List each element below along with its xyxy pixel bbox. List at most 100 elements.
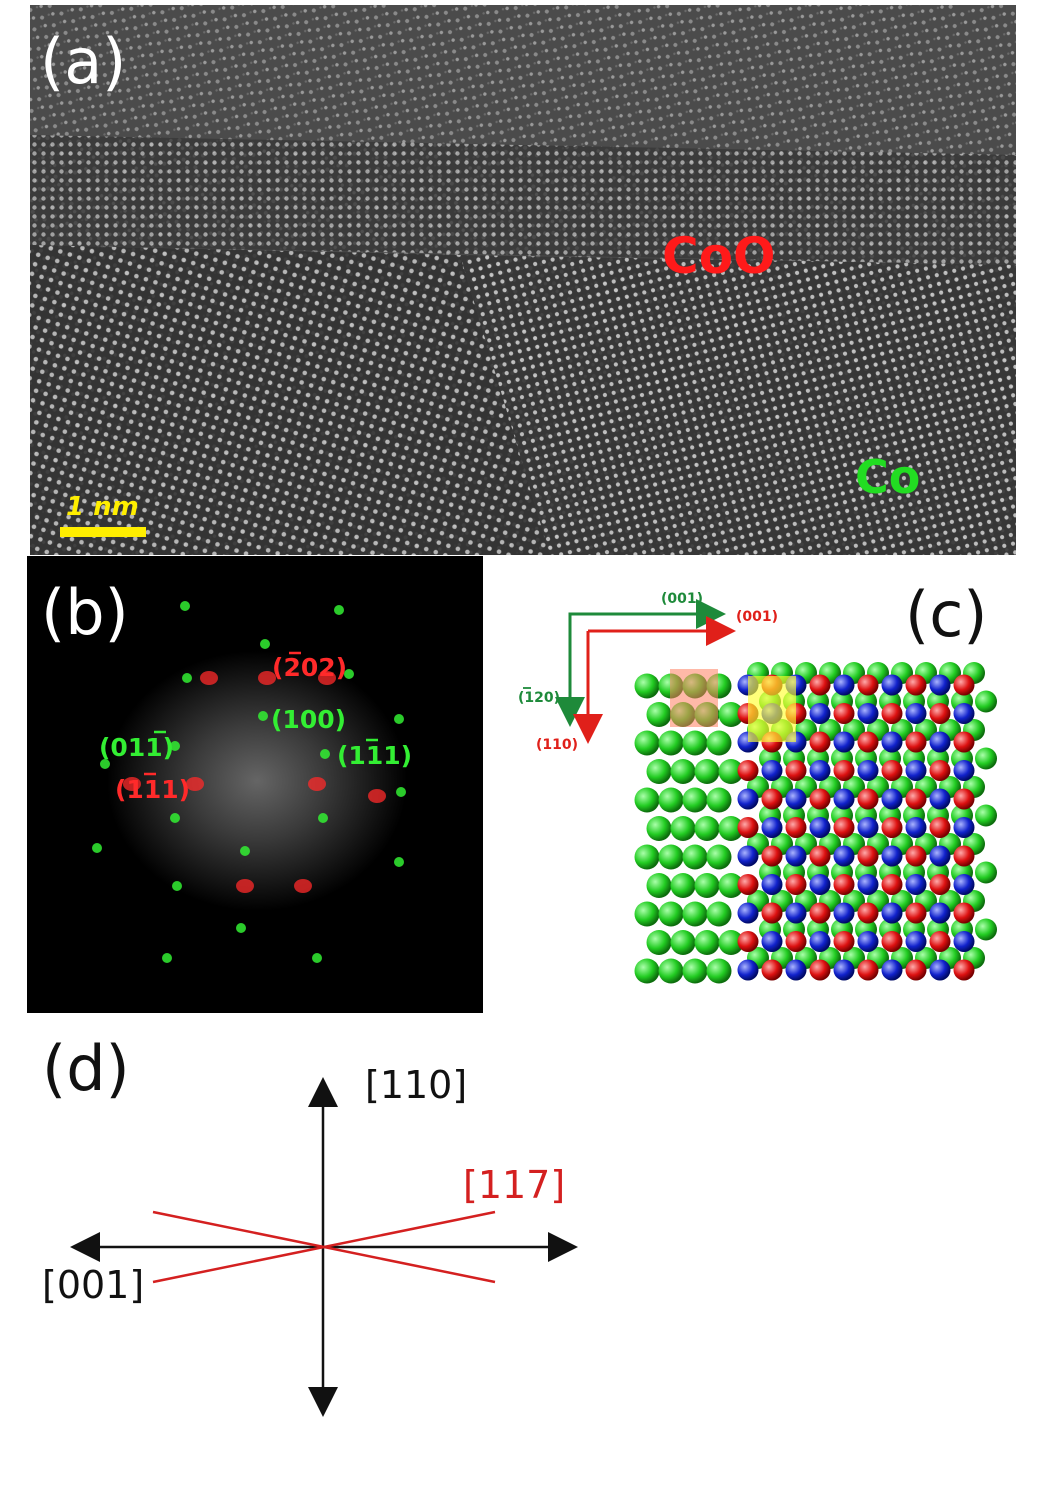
atom — [646, 930, 672, 955]
atom — [658, 730, 684, 756]
coo-unit-cell-highlight — [670, 669, 718, 727]
fft-green-spot — [172, 881, 182, 891]
atom — [833, 817, 855, 838]
atom — [761, 845, 783, 867]
atom — [905, 874, 927, 895]
atom — [634, 844, 660, 870]
panel-a-label: (a) — [40, 25, 126, 98]
atom — [905, 788, 927, 810]
fft-green-spot — [334, 605, 344, 615]
atom — [718, 873, 744, 898]
fft-green-spot — [320, 749, 330, 759]
panel-b-label: (b) — [41, 576, 129, 649]
fft-red-spot — [368, 789, 386, 803]
atom — [857, 959, 879, 981]
fft-green-spot — [258, 711, 268, 721]
fft-red-spot — [186, 777, 204, 791]
fft-red-spot — [123, 777, 141, 791]
atom — [785, 902, 807, 924]
atom — [929, 674, 951, 696]
atom — [857, 788, 879, 810]
atom — [761, 902, 783, 924]
atom — [737, 902, 759, 924]
atom — [975, 747, 997, 770]
atom — [953, 817, 975, 838]
atom — [670, 816, 696, 841]
atom — [785, 874, 807, 895]
atom — [881, 760, 903, 781]
atom — [857, 760, 879, 781]
fft-green-spot — [318, 813, 328, 823]
atom — [809, 731, 831, 753]
atom — [761, 959, 783, 981]
atom — [737, 959, 759, 981]
atom — [706, 730, 732, 756]
atom — [785, 845, 807, 867]
atom — [953, 902, 975, 924]
atom — [634, 673, 660, 699]
atom — [905, 817, 927, 838]
atom — [881, 959, 903, 981]
co-phase-label: Co — [855, 450, 920, 504]
atom — [857, 674, 879, 696]
fft-green-spot — [394, 714, 404, 724]
spot-label-1bar1-red: (111) — [115, 775, 190, 804]
atom — [953, 731, 975, 753]
atom — [761, 760, 783, 781]
atom — [737, 788, 759, 810]
atom — [737, 874, 759, 895]
atom — [658, 958, 684, 984]
atom — [905, 931, 927, 952]
atom — [809, 874, 831, 895]
atom — [881, 817, 903, 838]
atom — [833, 731, 855, 753]
orientation-schematic: (d) [110] [001] [117] — [42, 1032, 578, 1417]
atom — [706, 787, 732, 813]
atom — [953, 874, 975, 895]
atom — [929, 931, 951, 952]
atom — [975, 804, 997, 827]
atom — [761, 931, 783, 952]
fft-green-spot — [180, 601, 190, 611]
atom — [761, 874, 783, 895]
atom — [670, 873, 696, 898]
atom — [833, 902, 855, 924]
atom — [809, 931, 831, 952]
atom — [634, 787, 660, 813]
atom — [857, 731, 879, 753]
atom — [953, 845, 975, 867]
atom — [833, 703, 855, 724]
spot-label-1bar1-green: (111) — [337, 741, 412, 770]
atom — [694, 816, 720, 841]
atom — [929, 760, 951, 781]
atom — [694, 930, 720, 955]
fft-green-spot — [344, 669, 354, 679]
atom — [857, 874, 879, 895]
atom — [809, 788, 831, 810]
atom — [682, 901, 708, 927]
atom — [809, 674, 831, 696]
atom — [706, 844, 732, 870]
atom — [682, 787, 708, 813]
fft-green-spot — [240, 846, 250, 856]
atom — [785, 931, 807, 952]
atomic-model-panel: (c) (001) (001) (120) (110) — [500, 556, 1030, 1016]
atom — [929, 959, 951, 981]
atom — [737, 817, 759, 838]
axis-label-110: [110] — [365, 1063, 467, 1107]
atom — [682, 844, 708, 870]
atom — [833, 845, 855, 867]
fft-red-spot — [236, 879, 254, 893]
atom — [809, 760, 831, 781]
atom — [646, 702, 672, 727]
atom — [929, 731, 951, 753]
co-unit-cell-highlight — [748, 676, 796, 742]
green-axis-m120: (120) — [518, 690, 560, 706]
atom — [905, 703, 927, 724]
panel-d-label: (d) — [42, 1032, 130, 1105]
fft-red-spot — [318, 671, 336, 685]
atom — [809, 959, 831, 981]
atom — [929, 845, 951, 867]
fft-green-spot — [170, 813, 180, 823]
atom — [857, 703, 879, 724]
